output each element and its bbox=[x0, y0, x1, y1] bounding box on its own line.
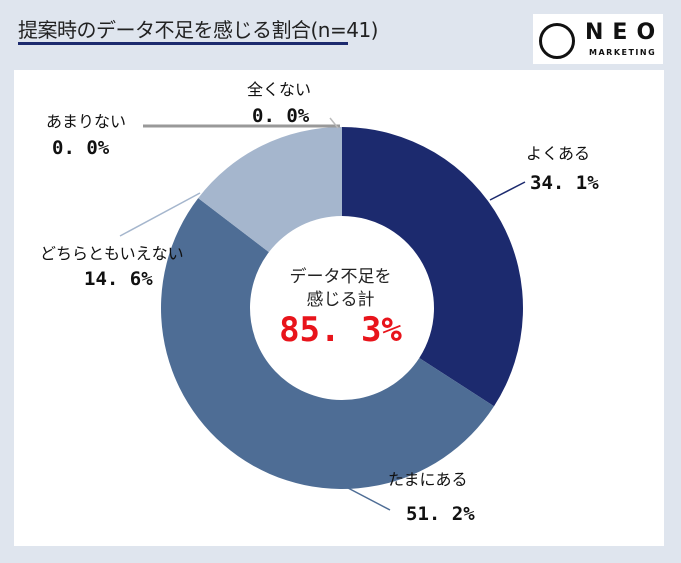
donut-slice-2 bbox=[198, 126, 342, 253]
center-label-2: 感じる計 bbox=[306, 290, 375, 310]
leader-line-1 bbox=[347, 487, 391, 511]
center-label-1: データ不足を bbox=[289, 267, 392, 287]
donut-slice-1 bbox=[161, 198, 495, 489]
leader-line-4 bbox=[329, 117, 339, 129]
center-total-value: 85. 3% bbox=[279, 310, 402, 350]
donut-slice-0 bbox=[342, 127, 523, 407]
neo-marketing-logo: NEO MARKETING bbox=[533, 14, 663, 64]
value-mattakunai: 0. 0% bbox=[252, 105, 310, 127]
value-tamaniaru: 51. 2% bbox=[406, 503, 475, 525]
logo-text: NEO bbox=[585, 20, 665, 45]
value-dochiratomo: 14. 6% bbox=[84, 268, 153, 290]
label-yokuaru: よくある bbox=[526, 144, 591, 163]
title-underline bbox=[18, 42, 348, 45]
logo-subtext: MARKETING bbox=[589, 48, 657, 57]
label-mattakunai: 全くない bbox=[247, 80, 312, 99]
label-amarinai: あまりない bbox=[46, 112, 127, 131]
chart-title: 提案時のデータ不足を感じる割合(n=41) bbox=[18, 18, 379, 42]
logo-pulse-icon bbox=[539, 23, 575, 59]
value-amarinai: 0. 0% bbox=[52, 137, 110, 159]
value-yokuaru: 34. 1% bbox=[530, 172, 599, 194]
leader-line-0 bbox=[489, 181, 526, 201]
leader-line-2 bbox=[119, 192, 201, 237]
label-dochiratomo: どちらともいえない bbox=[40, 244, 184, 263]
label-tamaniaru: たまにある bbox=[388, 470, 468, 489]
